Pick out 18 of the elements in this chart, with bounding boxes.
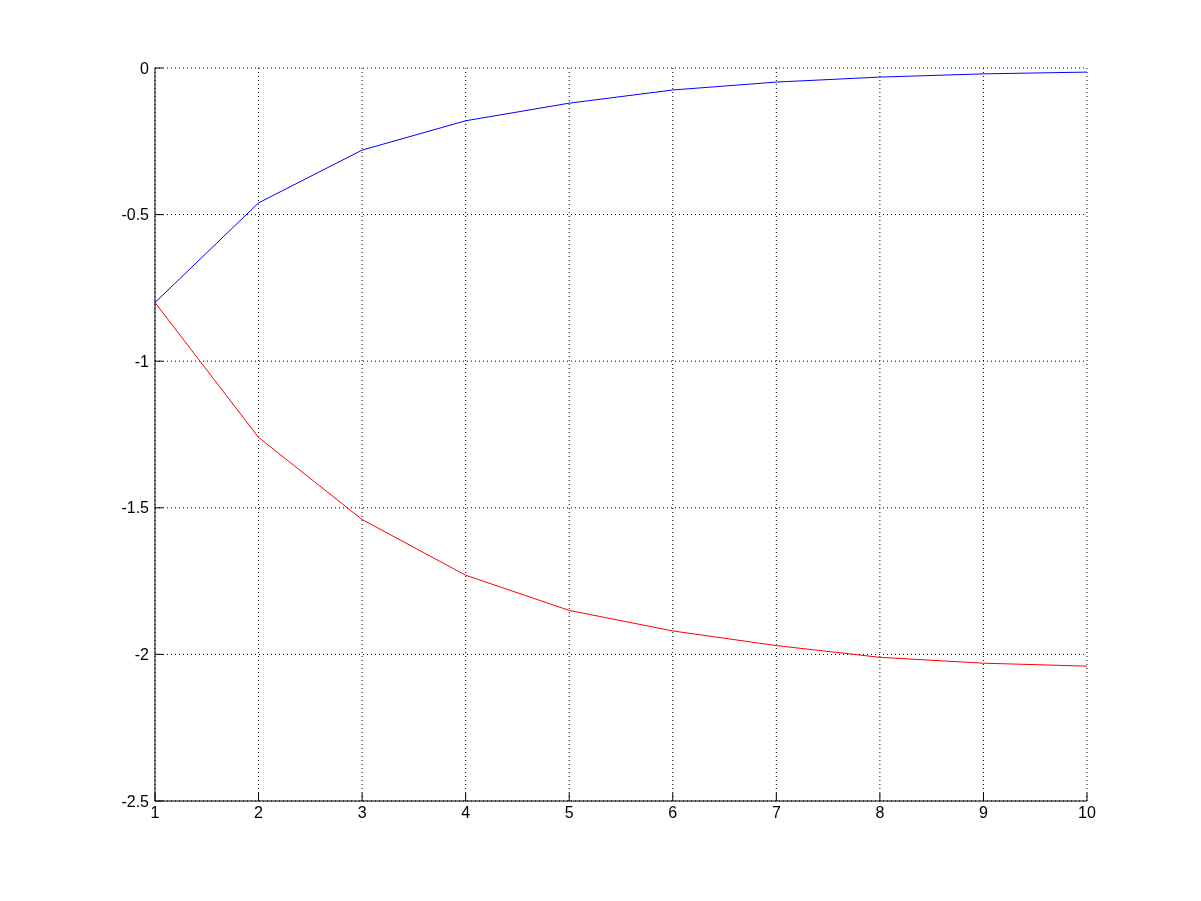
x-tick-label: 1: [150, 804, 160, 822]
x-tick-label: 7: [771, 804, 781, 822]
x-tick-label: 4: [461, 804, 471, 822]
x-tick-label: 6: [668, 804, 678, 822]
y-tick-label: -2: [134, 646, 150, 664]
line-series: [155, 71, 1087, 304]
y-tick-label: -2.5: [121, 792, 150, 810]
x-tick-label: 10: [1078, 804, 1096, 822]
x-tick-label: 3: [357, 804, 367, 822]
x-tick-label: 8: [875, 804, 885, 822]
x-tick-label: 5: [564, 804, 574, 822]
y-tick-label: -1.5: [121, 499, 150, 517]
line-series: [155, 302, 1087, 667]
y-tick-label: -0.5: [121, 206, 150, 224]
x-tick-label: 2: [254, 804, 264, 822]
y-tick-label: -1: [134, 352, 150, 370]
x-tick-label: 9: [978, 804, 988, 822]
y-tick-label: 0: [140, 59, 150, 77]
